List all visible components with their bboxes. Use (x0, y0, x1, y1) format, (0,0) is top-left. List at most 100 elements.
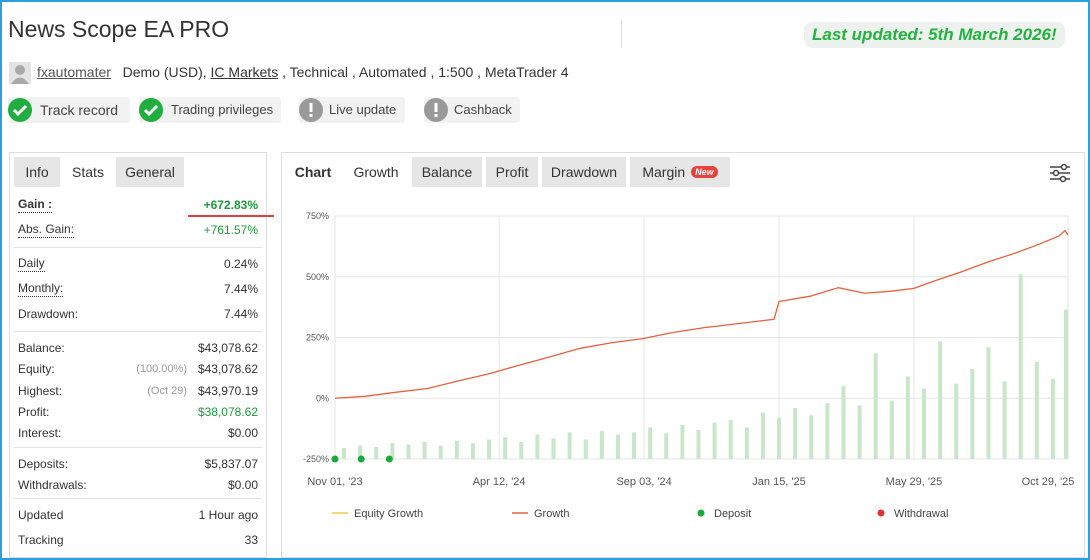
tab-label: Growth (353, 164, 399, 180)
badge-icon-svg (8, 98, 32, 122)
bar (406, 444, 411, 459)
tab-label: Chart (294, 164, 332, 180)
tab[interactable]: Balance (412, 157, 482, 187)
bar (454, 440, 459, 459)
avatar (9, 62, 31, 84)
bar (889, 400, 894, 459)
bar (1063, 309, 1068, 459)
stat-label: Profit: (18, 404, 50, 419)
bar (567, 432, 572, 459)
badge-icon-svg (424, 98, 448, 122)
stat-value: 7.44% (223, 307, 258, 321)
badge: Cashback (424, 97, 520, 123)
tab[interactable]: Profit (486, 157, 538, 187)
bar (551, 438, 556, 459)
badge-label: Cashback (454, 102, 512, 117)
point (357, 455, 365, 463)
bar (599, 431, 604, 459)
badge-icon (139, 98, 163, 127)
stat-row: Equity: $43,078.62 (100.00%) (18, 359, 258, 379)
new-badge: New (691, 166, 718, 178)
bar (632, 432, 637, 459)
stat-row: Drawdown: 7.44% (18, 304, 258, 324)
bar (793, 407, 798, 459)
stat-label: Drawdown: (18, 307, 79, 321)
account-type: Demo (USD), (122, 64, 207, 80)
tab[interactable]: Info (14, 157, 60, 187)
y-tick-label: 500% (306, 272, 329, 282)
user-link[interactable]: fxautomater (37, 64, 111, 80)
bar (680, 424, 685, 459)
bar (583, 439, 588, 459)
stat-label: Deposits: (18, 456, 69, 471)
stat-label: Abs. Gain: (18, 222, 75, 238)
badge: Live update (299, 97, 405, 123)
tab[interactable]: Growth (344, 157, 408, 187)
bar (470, 443, 475, 459)
bar (777, 417, 782, 459)
stat-value: 0.24% (223, 257, 258, 271)
stat-value: $38,078.62 (197, 404, 258, 419)
legend-label: Deposit (714, 508, 751, 520)
stat-row: Abs. Gain: +761.57% (18, 220, 258, 240)
bar (712, 422, 717, 459)
bar (970, 369, 975, 459)
bar (503, 437, 508, 459)
bar (1034, 361, 1039, 459)
y-tick-label: 750% (306, 211, 329, 221)
y-tick-label: -250% (303, 454, 329, 464)
stat-label: Equity: (18, 362, 55, 377)
stat-value: 1 Hour ago (198, 508, 258, 523)
stat-label: Updated (18, 508, 64, 523)
bar (390, 443, 395, 459)
bar (728, 420, 733, 459)
bar (841, 386, 846, 459)
legend-swatch (697, 509, 705, 517)
stat-row: Highest: $43,970.19 (Oct 29) (18, 381, 258, 401)
badge-label: Trading privileges (171, 102, 274, 117)
account-line: fxautomater Demo (USD), IC Markets , Tec… (37, 64, 568, 80)
stat-value: 7.44% (223, 282, 258, 296)
bar (535, 434, 540, 459)
stat-value: $0.00 (227, 477, 258, 492)
tab-label: Margin (642, 164, 686, 180)
tab[interactable]: General (116, 157, 184, 187)
tab[interactable]: Chart (286, 157, 340, 187)
stat-row: Gain : +672.83% (18, 195, 274, 217)
broker-link[interactable]: IC Markets (210, 64, 279, 80)
x-tick-label: Apr 12, '24 (473, 476, 526, 488)
badge-icon (424, 98, 448, 127)
stat-value: $0.00 (227, 426, 258, 441)
tab[interactable]: Drawdown (542, 157, 626, 187)
badge: Trading privileges (139, 97, 281, 123)
bar (615, 434, 620, 459)
bar (664, 433, 669, 459)
avatar-icon (11, 65, 29, 84)
tab[interactable]: Stats (62, 157, 114, 187)
point (331, 455, 339, 463)
chart-panel: Chart Growth Balance Profit Drawdown Margin Ne… (281, 152, 1085, 558)
x-tick-label: Sep 03, '24 (616, 476, 671, 488)
stat-row: Monthly: 7.44% (18, 279, 258, 299)
stat-label: Tracking (18, 533, 64, 548)
growth-line (334, 229, 1069, 399)
bar (873, 353, 878, 459)
stat-label: Balance: (18, 341, 65, 355)
stat-row: Daily 0.24% (18, 254, 258, 274)
bar (760, 412, 765, 459)
tab[interactable]: Margin New (630, 157, 730, 187)
bar (825, 403, 830, 459)
bar (954, 383, 959, 459)
stat-row: Balance: $43,078.62 (18, 338, 258, 358)
settings-icon[interactable] (1048, 161, 1072, 185)
stat-label: Interest: (18, 426, 62, 441)
last-updated: Last updated: 5th March 2026! (804, 22, 1065, 48)
badge-icon-svg (299, 98, 323, 122)
legend-label: Growth (534, 508, 569, 520)
account-details: , Technical , Automated , 1:500 , MetaTr… (282, 64, 569, 80)
bar (905, 376, 910, 459)
bar (986, 347, 991, 459)
separator (14, 247, 262, 248)
title: News Scope EA PRO (8, 16, 230, 42)
